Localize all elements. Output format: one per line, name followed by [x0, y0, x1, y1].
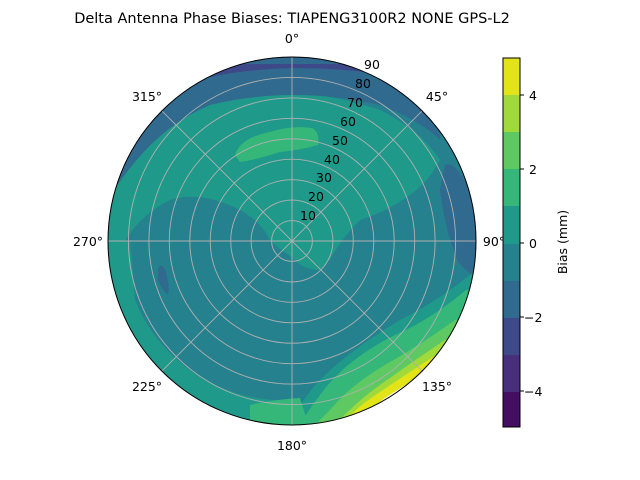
angle-label-0: 0° [285, 31, 299, 46]
radial-label-30: 30 [316, 170, 332, 185]
radial-label-40: 40 [324, 152, 340, 167]
angle-label-270: 270° [73, 234, 103, 249]
radial-label-20: 20 [308, 189, 324, 204]
radial-label-50: 50 [332, 133, 348, 148]
polar-contour-plot [108, 57, 476, 425]
angle-label-45: 45° [426, 89, 448, 104]
angle-label-180: 180° [277, 438, 307, 453]
angle-label-315: 315° [132, 89, 162, 104]
angle-label-225: 225° [132, 379, 162, 394]
radial-tick-labels: 10 20 30 40 50 60 70 80 90 [300, 57, 380, 223]
colorbar-tick-4: 4 [529, 88, 537, 103]
angle-label-90: 90° [483, 234, 505, 249]
radial-label-90: 90 [364, 57, 380, 72]
colorbar-tick-2: 2 [529, 162, 537, 177]
colorbar-label: Bias (mm) [555, 210, 570, 274]
colorbar-tick-neg2: −2 [524, 310, 542, 325]
radial-label-60: 60 [340, 114, 356, 129]
radial-label-80: 80 [355, 76, 371, 91]
chart-title: Delta Antenna Phase Biases: TIAPENG3100R… [74, 11, 510, 27]
radial-label-70: 70 [347, 95, 363, 110]
angle-label-135: 135° [422, 379, 452, 394]
colorbar-tick-0: 0 [529, 236, 537, 251]
radial-label-10: 10 [300, 208, 316, 223]
angular-tick-labels: 0° 45° 90° 135° 180° 225° 270° 315° [73, 31, 505, 453]
polar-frame [107, 56, 477, 426]
colorbar-tick-neg4: −4 [524, 384, 542, 399]
polar-grid [108, 57, 476, 425]
colorbar: 4 2 0 −2 −4 Bias (mm) [502, 57, 570, 428]
